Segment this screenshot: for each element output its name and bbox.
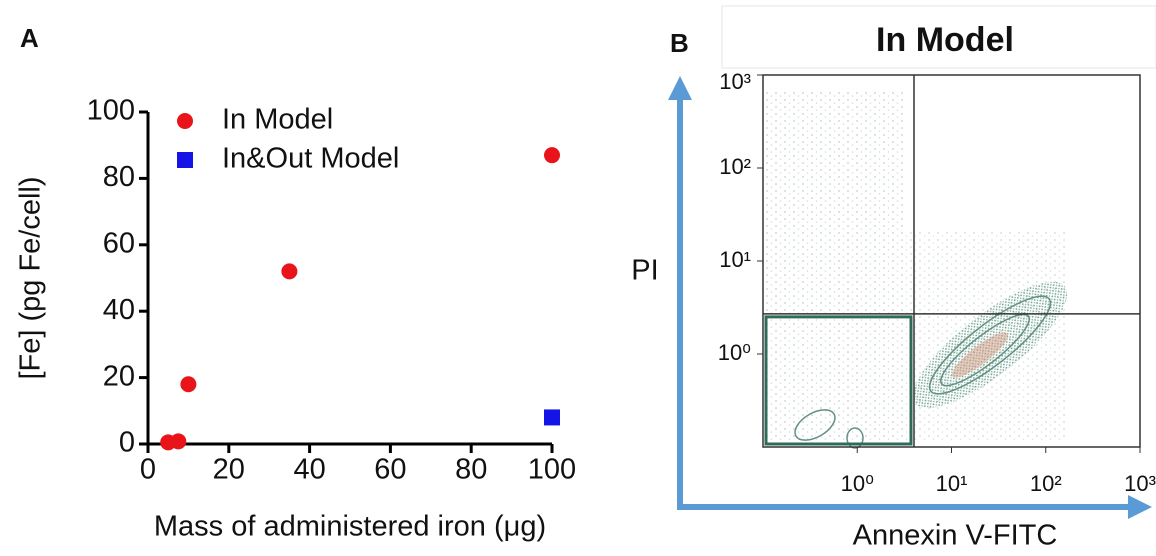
y-axis-label: [Fe] (pg Fe/cell) [15, 176, 47, 379]
x-tick-label: 10³ [1124, 471, 1156, 496]
y-tick-label: 40 [103, 294, 135, 326]
x-tick-label: 10² [1030, 471, 1062, 496]
y-tick-label: 10⁰ [718, 340, 751, 365]
data-point [170, 433, 187, 450]
x-tick-label: 60 [374, 454, 406, 486]
chart-layer: A 0 20 40 60 80 100 0 20 40 60 80 100 Mass of adminis… [15, 21, 1156, 552]
legend-label: In&Out Model [222, 143, 399, 175]
y-tick-label: 80 [103, 161, 135, 193]
legend-label: In Model [222, 104, 333, 136]
legend-marker [177, 113, 193, 129]
x-axis-label: Annexin V-FITC [853, 520, 1058, 552]
data-point [544, 409, 560, 426]
x-tick-label: 80 [455, 454, 487, 486]
chart-title: In Model [876, 21, 1014, 59]
x-tick-label: 0 [140, 454, 156, 486]
data-point [180, 376, 197, 393]
title-frame [721, 5, 1156, 69]
x-tick-label: 10⁰ [841, 471, 874, 496]
data-point [281, 263, 298, 280]
panel-label: B [670, 28, 689, 58]
y-tick-label: 10² [719, 154, 751, 179]
x-tick-label: 40 [293, 454, 325, 486]
event-cloud [766, 90, 1068, 449]
x-axis-label: Mass of administered iron (μg) [154, 511, 546, 543]
y-tick-label: 0 [119, 427, 135, 459]
y-tick-label: 20 [103, 360, 135, 392]
x-tick-label: 100 [528, 454, 576, 486]
x-tick-label: 20 [213, 454, 245, 486]
y-tick-label: 10³ [719, 69, 751, 94]
gate-box [764, 315, 913, 446]
data-point [544, 147, 560, 164]
y-axis-label: PI [631, 255, 658, 287]
y-tick-label: 10¹ [719, 247, 751, 272]
legend-marker [177, 152, 193, 168]
y-tick-label: 60 [103, 227, 135, 259]
x-tick-label: 10¹ [936, 471, 968, 496]
y-tick-label: 100 [87, 95, 135, 127]
panel-label: A [20, 23, 39, 53]
